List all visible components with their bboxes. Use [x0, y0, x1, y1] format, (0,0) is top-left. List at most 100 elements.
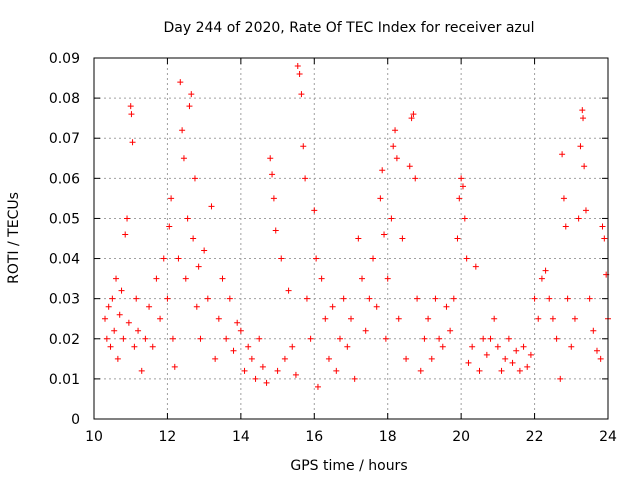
y-tick-label: 0.04	[49, 252, 80, 268]
data-point	[333, 367, 340, 374]
data-point	[456, 195, 463, 202]
data-point	[313, 255, 320, 262]
data-point	[230, 347, 237, 354]
data-point	[579, 107, 586, 114]
data-point	[582, 207, 589, 214]
data-point	[127, 103, 134, 110]
y-tick-label: 0.08	[49, 91, 80, 107]
points-layer	[102, 63, 611, 390]
y-tick-label: 0.03	[49, 292, 80, 308]
data-point	[311, 207, 318, 214]
data-point	[201, 247, 208, 254]
data-point	[414, 295, 421, 302]
data-point	[458, 175, 465, 182]
data-point	[118, 287, 125, 294]
data-point	[498, 367, 505, 374]
data-point	[392, 127, 399, 134]
data-point	[535, 315, 542, 322]
data-point	[102, 315, 109, 322]
data-point	[157, 315, 164, 322]
data-point	[546, 295, 553, 302]
data-point	[379, 167, 386, 174]
x-tick-label: 14	[232, 429, 250, 445]
data-point	[590, 327, 597, 334]
data-point	[153, 275, 160, 282]
y-tick-label: 0	[71, 412, 80, 428]
data-point	[300, 143, 307, 150]
data-point	[465, 359, 472, 366]
data-point	[109, 295, 116, 302]
data-point	[494, 343, 501, 350]
data-point	[388, 215, 395, 222]
data-point	[421, 335, 428, 342]
data-point	[454, 235, 461, 242]
data-point	[269, 171, 276, 178]
data-point	[223, 335, 230, 342]
data-point	[164, 295, 171, 302]
data-point	[359, 275, 366, 282]
data-point	[169, 335, 176, 342]
data-point	[469, 343, 476, 350]
data-point	[502, 355, 509, 362]
data-point	[601, 235, 608, 242]
x-tick-label: 20	[452, 429, 470, 445]
data-point	[289, 343, 296, 350]
data-point	[166, 223, 173, 230]
data-point	[307, 335, 314, 342]
data-point	[428, 355, 435, 362]
data-point	[190, 235, 197, 242]
data-point	[447, 327, 454, 334]
data-point	[531, 295, 538, 302]
data-point	[520, 343, 527, 350]
x-axis-label: GPS time / hours	[290, 458, 407, 474]
data-point	[560, 195, 567, 202]
data-point	[527, 351, 534, 358]
data-point	[188, 91, 195, 98]
data-point	[513, 347, 520, 354]
grid-layer	[94, 58, 608, 419]
data-point	[193, 303, 200, 310]
data-point	[362, 327, 369, 334]
data-point	[298, 91, 305, 98]
data-point	[432, 295, 439, 302]
data-point	[461, 215, 468, 222]
data-point	[171, 363, 178, 370]
data-point	[538, 275, 545, 282]
data-point	[184, 215, 191, 222]
data-point	[245, 343, 252, 350]
data-point	[124, 215, 131, 222]
data-point	[160, 255, 167, 262]
data-point	[256, 335, 263, 342]
data-point	[408, 115, 415, 122]
x-tick-label: 16	[305, 429, 323, 445]
data-point	[281, 355, 288, 362]
data-point	[292, 371, 299, 378]
data-point	[259, 363, 266, 370]
data-point	[472, 263, 479, 270]
data-point	[107, 343, 114, 350]
y-tick-label: 0.01	[49, 372, 80, 388]
data-point	[302, 175, 309, 182]
data-point	[322, 315, 329, 322]
data-point	[425, 315, 432, 322]
data-point	[186, 103, 193, 110]
data-point	[314, 383, 321, 390]
data-point	[580, 115, 587, 122]
data-point	[549, 315, 556, 322]
data-point	[439, 343, 446, 350]
data-point	[384, 275, 391, 282]
data-point	[138, 367, 145, 374]
data-point	[417, 367, 424, 374]
data-point	[278, 255, 285, 262]
x-tick-label: 12	[159, 429, 177, 445]
data-point	[113, 275, 120, 282]
data-point	[129, 139, 136, 146]
data-point	[403, 355, 410, 362]
data-point	[248, 355, 255, 362]
data-point	[564, 295, 571, 302]
data-point	[336, 335, 343, 342]
data-point	[480, 335, 487, 342]
data-point	[597, 355, 604, 362]
data-point	[443, 303, 450, 310]
data-point	[459, 183, 466, 190]
